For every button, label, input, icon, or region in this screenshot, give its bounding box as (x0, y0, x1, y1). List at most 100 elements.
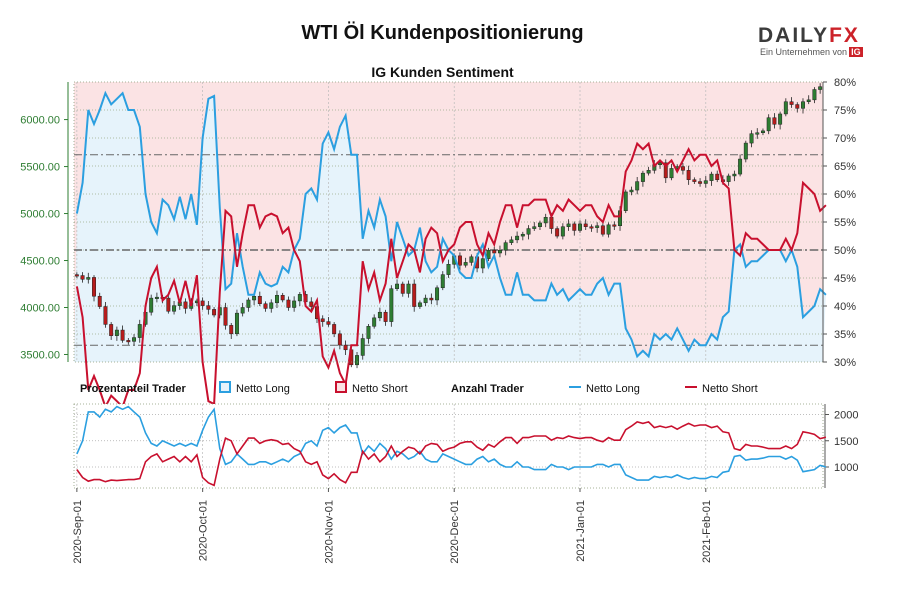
candle-body (326, 321, 331, 325)
candle (206, 301, 211, 315)
candle (812, 87, 817, 104)
candle-body (509, 239, 514, 243)
left-tick-label: 5500.00 (20, 162, 60, 174)
candle-body (566, 223, 571, 227)
candle-body (778, 113, 783, 125)
candle (732, 170, 737, 182)
candle-body (686, 170, 691, 180)
candle (269, 299, 274, 313)
legend-pct-short: Netto Short (352, 383, 408, 395)
candle (749, 130, 754, 148)
candle (738, 154, 743, 177)
candle-body (658, 162, 663, 165)
candle (166, 294, 171, 314)
x-tick-label: 2021-Feb-01 (701, 500, 713, 563)
candle (343, 340, 348, 355)
candle-body (772, 117, 777, 125)
candle (292, 296, 297, 312)
candle (383, 309, 388, 326)
candle (612, 221, 617, 230)
right-tick-label: 55% (834, 217, 856, 229)
candle-body (355, 355, 359, 366)
candle (246, 297, 251, 312)
candle (395, 279, 400, 292)
left-tick-label: 4000.00 (20, 303, 60, 315)
logo-word-daily: DAILY (758, 24, 830, 47)
candle-body (263, 303, 268, 309)
candle-body (783, 101, 788, 115)
candle-body (206, 305, 211, 310)
legend: Prozentanteil Trader Netto Long Netto Sh… (80, 381, 758, 395)
logo-tagline: Ein Unternehmen von IG (760, 47, 863, 57)
candle-body (715, 173, 720, 180)
candle (223, 302, 228, 330)
candle (583, 219, 588, 230)
candle-body (749, 133, 754, 144)
candle-body (74, 274, 79, 277)
count-long-line (76, 405, 827, 481)
candle (400, 281, 405, 297)
candle-body (332, 324, 337, 335)
candle-body (92, 277, 96, 297)
candle-body (423, 297, 428, 304)
candle-body (149, 297, 154, 313)
candle (80, 272, 85, 283)
candle-body (526, 228, 531, 235)
candle (120, 325, 125, 343)
candle-body (606, 224, 611, 235)
candle-body (183, 301, 188, 309)
candle-body (818, 86, 823, 90)
candle-body (229, 325, 234, 335)
candle-body (212, 309, 217, 316)
candle (92, 275, 96, 302)
legend-count-short: Netto Short (702, 383, 758, 395)
candle-body (709, 173, 714, 181)
candle (172, 301, 177, 315)
candle-body (663, 162, 668, 179)
candle (469, 254, 474, 266)
logo-ig-badge: IG (849, 47, 863, 57)
candle (795, 102, 800, 113)
candle-body (86, 277, 91, 280)
candle-body (538, 222, 542, 227)
candle-body (292, 300, 297, 308)
right-tick-label: 75% (834, 105, 856, 117)
x-tick-label: 2020-Oct-01 (198, 500, 210, 561)
candle-body (766, 117, 771, 132)
legend-count-long: Netto Long (586, 383, 640, 395)
candle-body (372, 317, 377, 327)
logo-word-fx: FX (829, 24, 860, 47)
candle-body (612, 224, 617, 227)
candle (149, 294, 154, 316)
candle (423, 294, 428, 307)
candle-body (172, 305, 177, 312)
candle-body (412, 283, 417, 307)
candle (538, 220, 542, 230)
candle (486, 247, 491, 261)
candle (326, 316, 331, 327)
x-axis: 2020-Sep-01 2020-Oct-01 2020-Nov-01 2020-De… (72, 488, 713, 564)
candle-body (755, 132, 760, 135)
candle-body (726, 175, 731, 182)
candle-body (400, 283, 405, 294)
candle-body (320, 318, 325, 322)
candle-body (789, 101, 794, 105)
candle (778, 111, 783, 130)
candle-body (223, 307, 228, 326)
right-tick-label: 45% (834, 273, 856, 285)
candle (360, 333, 365, 360)
candle (726, 173, 731, 186)
candle-body (343, 344, 348, 351)
candle (629, 186, 634, 196)
candle-body (200, 300, 205, 306)
candle (429, 293, 434, 305)
candle-body (640, 172, 645, 182)
candle (566, 219, 571, 231)
long-area (74, 93, 826, 362)
bottom-tick-label: 2000 (834, 410, 858, 422)
candle (463, 257, 468, 268)
candle-body (377, 311, 382, 319)
candle-body (761, 130, 765, 133)
candle-body (114, 329, 119, 336)
